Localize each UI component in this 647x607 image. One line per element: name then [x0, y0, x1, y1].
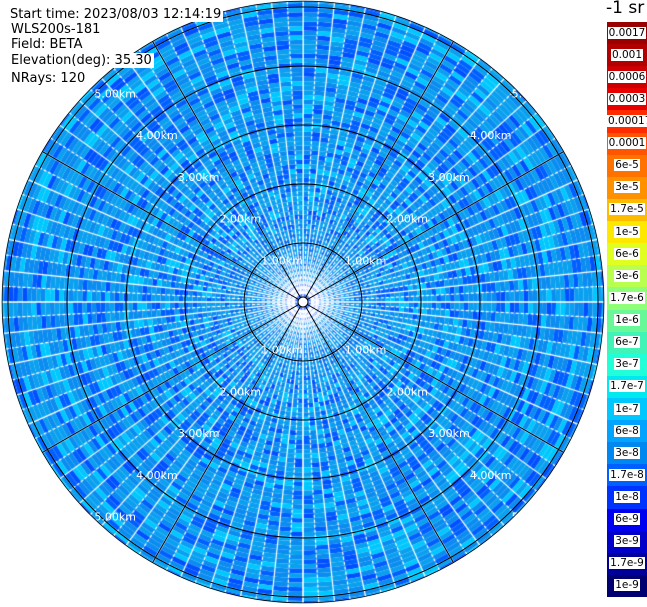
range-ring-label: 4.00km	[136, 469, 178, 482]
range-ring	[7, 6, 599, 598]
range-ring	[125, 124, 481, 480]
colorbar-tick-label: 6e-9	[614, 513, 640, 526]
range-ring-label: 1.00km	[345, 344, 387, 357]
colorbar-tick-label: 1e-9	[614, 579, 640, 592]
range-ring-label: 3.00km	[178, 427, 220, 440]
colorbar-tick-label: 1.7e-8	[609, 468, 645, 481]
range-ring-label: 1.00km	[261, 254, 303, 267]
range-ring-label: 3.00km	[178, 171, 220, 184]
azimuth-spoke	[302, 301, 454, 563]
colorbar-tick-label: 1e-7	[614, 402, 640, 415]
range-ring	[184, 183, 422, 421]
instrument-label: WLS200s-181	[11, 22, 103, 37]
colorbar-tick-label: 1.7e-6	[609, 291, 645, 304]
elevation-label: Elevation(deg): 35.30	[11, 53, 154, 68]
range-ring-label: 1.00km	[345, 254, 387, 267]
ppi-overlay: 1.00km 1.00km 1.00km 1.00km 2.00km 2.00km 2.00…	[1, 0, 605, 604]
colorbar-tick-label: 3e-6	[614, 269, 640, 282]
range-ring-label: 5.00km	[512, 511, 554, 524]
radar-center-marker	[297, 296, 309, 308]
azimuth-spoke	[42, 151, 304, 303]
colorbar-tick-label: 0.0001	[607, 137, 647, 150]
azimuth-spoke	[302, 151, 564, 303]
range-ring-label: 4.00km	[470, 469, 512, 482]
colorbar-tick-label: 6e-5	[614, 159, 640, 172]
range-ring-label: 4.00km	[136, 129, 178, 142]
range-ring-label: 2.00km	[386, 385, 428, 398]
range-ring	[243, 242, 363, 362]
colorbar-tick-label: 3e-7	[614, 358, 640, 371]
colorbar-tick-label: 1e-8	[614, 490, 640, 503]
range-ring-label: 1.00km	[261, 344, 303, 357]
range-ring-label: 3.00km	[428, 427, 470, 440]
range-ring-label: 5.00km	[94, 511, 136, 524]
colorbar-tick-label: 6e-6	[614, 247, 640, 260]
colorbar: 0.0017 0.001 0.0006 0.0003 0.00017 0.0001 6e-5…	[607, 22, 647, 598]
colorbar-tick-label: 0.0003	[607, 92, 647, 105]
colorbar-tick-label: 1e-6	[614, 314, 640, 327]
colorbar-tick-label: 1.7e-5	[609, 203, 645, 216]
azimuth-spoke	[302, 301, 564, 453]
field-label: Field: BETA	[11, 37, 85, 52]
nrays-label: NRays: 120	[11, 71, 88, 86]
range-ring	[66, 65, 540, 539]
colorbar-tick-label: 1.7e-9	[609, 557, 645, 570]
colorbar-tick-label: 3e-9	[614, 535, 640, 548]
colorbar-tick-label: 1e-5	[614, 225, 640, 238]
range-ring-label: 3.00km	[428, 171, 470, 184]
range-ring-label: 2.00km	[220, 213, 262, 226]
colorbar-units: -1 sr	[606, 0, 645, 18]
range-ring-label: 5.00km	[512, 87, 554, 100]
start-time-label: Start time: 2023/08/03 12:14:19	[10, 7, 224, 22]
azimuth-spoke	[152, 41, 304, 303]
colorbar-tick-label: 0.00017	[607, 115, 647, 128]
range-ring-label: 4.00km	[470, 129, 512, 142]
colorbar-tick-label: 6e-7	[614, 336, 640, 349]
colorbar-tick-label: 6e-8	[614, 424, 640, 437]
outer-range-ring	[1, 0, 605, 604]
colorbar-tick-label: 0.001	[610, 48, 644, 61]
colorbar-tick-label: 1.7e-7	[609, 380, 645, 393]
range-ring-label: 2.00km	[386, 213, 428, 226]
colorbar-tick-label: 3e-8	[614, 446, 640, 459]
colorbar-tick-label: 0.0006	[607, 70, 647, 83]
azimuth-spoke	[42, 301, 304, 453]
azimuth-spoke	[302, 41, 454, 303]
range-ring-label: 2.00km	[220, 385, 262, 398]
range-ring-label: 5.00km	[94, 87, 136, 100]
colorbar-tick-label: 0.0017	[607, 26, 647, 39]
colorbar-tick-label: 3e-5	[614, 181, 640, 194]
azimuth-spoke	[152, 301, 304, 563]
